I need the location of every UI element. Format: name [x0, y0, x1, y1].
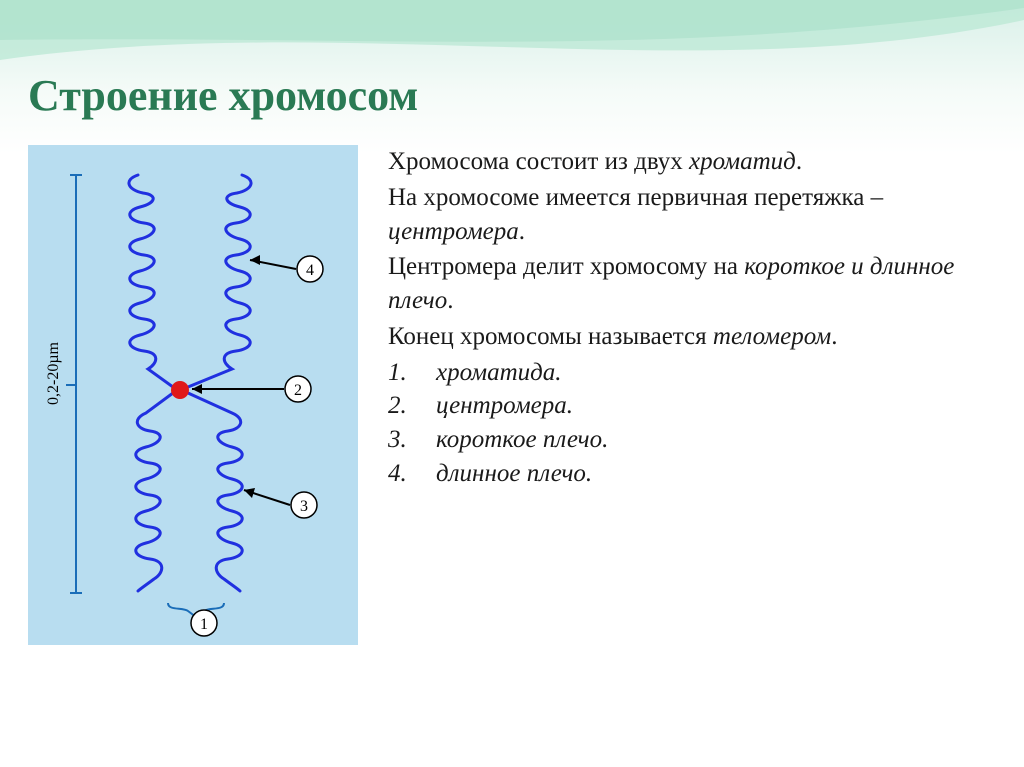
chromatid-left [129, 175, 173, 591]
chromosome-svg: 0,2-20µm [28, 145, 358, 645]
label-4-arrow [250, 255, 296, 269]
legend-item: 4.длинное плечо. [388, 457, 988, 491]
legend-label: центромера. [436, 389, 573, 423]
legend-num: 4. [388, 457, 436, 491]
svg-text:2: 2 [294, 382, 302, 399]
legend-label: короткое плечо. [436, 423, 608, 457]
label-circles: 1 2 3 4 [191, 256, 323, 636]
legend-item: 1.хроматида. [388, 356, 988, 390]
legend-label: длинное плечо. [436, 457, 592, 491]
legend-num: 1. [388, 356, 436, 390]
legend-item: 3.короткое плечо. [388, 423, 988, 457]
scale-bracket [66, 175, 82, 593]
p3a: Центромера делит хромосому на [388, 253, 738, 280]
p1b: хроматид [689, 148, 796, 175]
legend-num: 2. [388, 389, 436, 423]
label-circle-4: 4 [297, 256, 323, 282]
description-text: Хромосома состоит из двух хроматид. На х… [388, 145, 988, 645]
scale-text: 0,2-20µm [45, 341, 62, 405]
label-circle-3: 3 [291, 492, 317, 518]
p1a: Хромосома состоит из двух [388, 148, 683, 175]
label-circle-2: 2 [285, 376, 311, 402]
content-row: 0,2-20µm [28, 145, 988, 645]
label-2-arrow [192, 384, 284, 394]
p4a: Конец хромосомы называется [388, 323, 707, 350]
p2a: На хромосоме имеется первичная перетяжка… [388, 184, 883, 211]
p4b: теломером [713, 323, 831, 350]
chromatid-right [188, 175, 251, 591]
page-title: Строение хромосом [28, 70, 418, 121]
legend-item: 2.центромера. [388, 389, 988, 423]
svg-text:1: 1 [200, 616, 208, 633]
legend-label: хроматида. [436, 356, 562, 390]
svg-text:3: 3 [300, 498, 308, 515]
chromosome-diagram: 0,2-20µm [28, 145, 358, 645]
centromere-dot [171, 381, 189, 399]
label-3-arrow [244, 488, 290, 505]
legend-list: 1.хроматида.2.центромера.3.короткое плеч… [388, 356, 988, 491]
p2b: центромера [388, 218, 519, 245]
label-circle-1: 1 [191, 610, 217, 636]
svg-text:4: 4 [306, 262, 314, 279]
legend-num: 3. [388, 423, 436, 457]
